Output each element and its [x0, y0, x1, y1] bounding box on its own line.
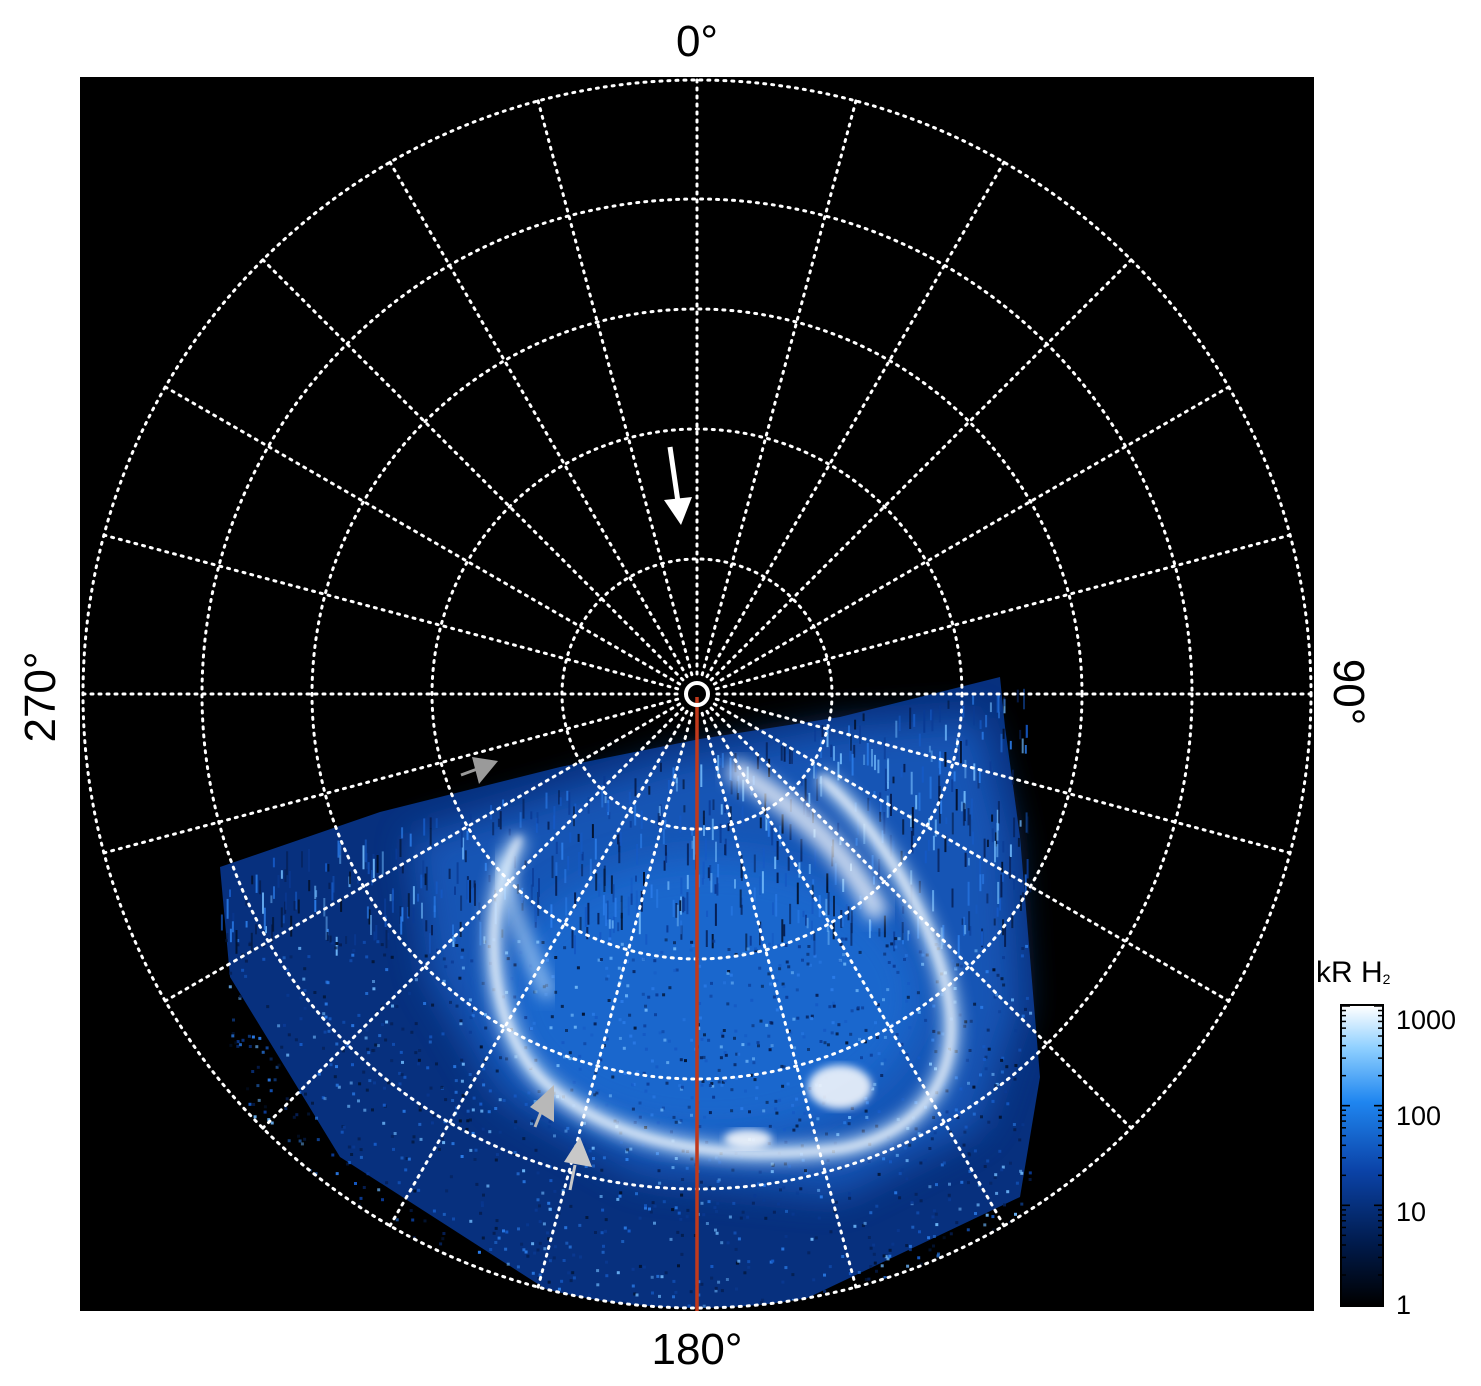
colorbar-unit: kR H — [1316, 956, 1383, 989]
longitude-line — [261, 706, 685, 1130]
colorbar-tick-1000: 1000 — [1396, 1005, 1457, 1035]
longitude-line — [709, 706, 1133, 1130]
main-oval-core — [491, 775, 954, 1156]
longitude-line — [163, 385, 682, 686]
label-90-deg: 90° — [1324, 658, 1373, 726]
pole-marker — [684, 681, 710, 707]
colorbar-title: kR H2 — [1316, 958, 1390, 988]
bright-spot — [724, 1129, 772, 1149]
dawn-arc — [724, 757, 890, 922]
gray-arrow-lower-2 — [564, 1137, 592, 1191]
colorbar-tick-100: 100 — [1396, 1101, 1442, 1131]
longitude-line — [536, 99, 694, 677]
bright-spot — [808, 1065, 872, 1109]
colorbar — [1340, 1004, 1384, 1307]
colorbar-tick-10: 10 — [1396, 1197, 1427, 1227]
longitude-line — [705, 709, 1006, 1228]
white-arrow — [664, 446, 692, 525]
gray-arrow-lower-1 — [530, 1085, 554, 1128]
longitude-line — [714, 533, 1292, 691]
longitude-line — [102, 533, 680, 691]
longitude-line — [102, 697, 680, 855]
longitude-line — [388, 160, 689, 679]
longitude-line — [163, 702, 682, 1003]
longitude-line — [261, 258, 685, 682]
longitude-line — [705, 160, 1006, 679]
longitude-line — [536, 711, 694, 1289]
longitude-line — [714, 697, 1292, 855]
label-270-deg: 270° — [16, 651, 65, 743]
polar-projection-image — [80, 77, 1314, 1311]
longitude-line — [388, 709, 689, 1228]
longitude-line — [700, 711, 858, 1289]
gray-arrow-upper — [460, 757, 498, 784]
label-180-deg: 180° — [651, 1325, 743, 1374]
longitude-line — [700, 99, 858, 677]
longitude-line — [712, 702, 1231, 1003]
auroral-emission — [220, 677, 1040, 1308]
longitude-line — [712, 385, 1231, 686]
longitude-line — [709, 258, 1133, 682]
label-0-deg: 0° — [675, 17, 719, 66]
colorbar-unit-subscript: 2 — [1382, 971, 1391, 987]
colorbar-tick-1: 1 — [1396, 1290, 1412, 1320]
latitude-circle — [310, 307, 1084, 1081]
